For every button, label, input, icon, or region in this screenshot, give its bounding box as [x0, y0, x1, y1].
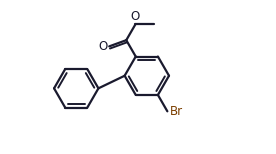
Text: O: O: [99, 40, 108, 53]
Text: Br: Br: [169, 105, 182, 118]
Text: O: O: [131, 10, 140, 23]
